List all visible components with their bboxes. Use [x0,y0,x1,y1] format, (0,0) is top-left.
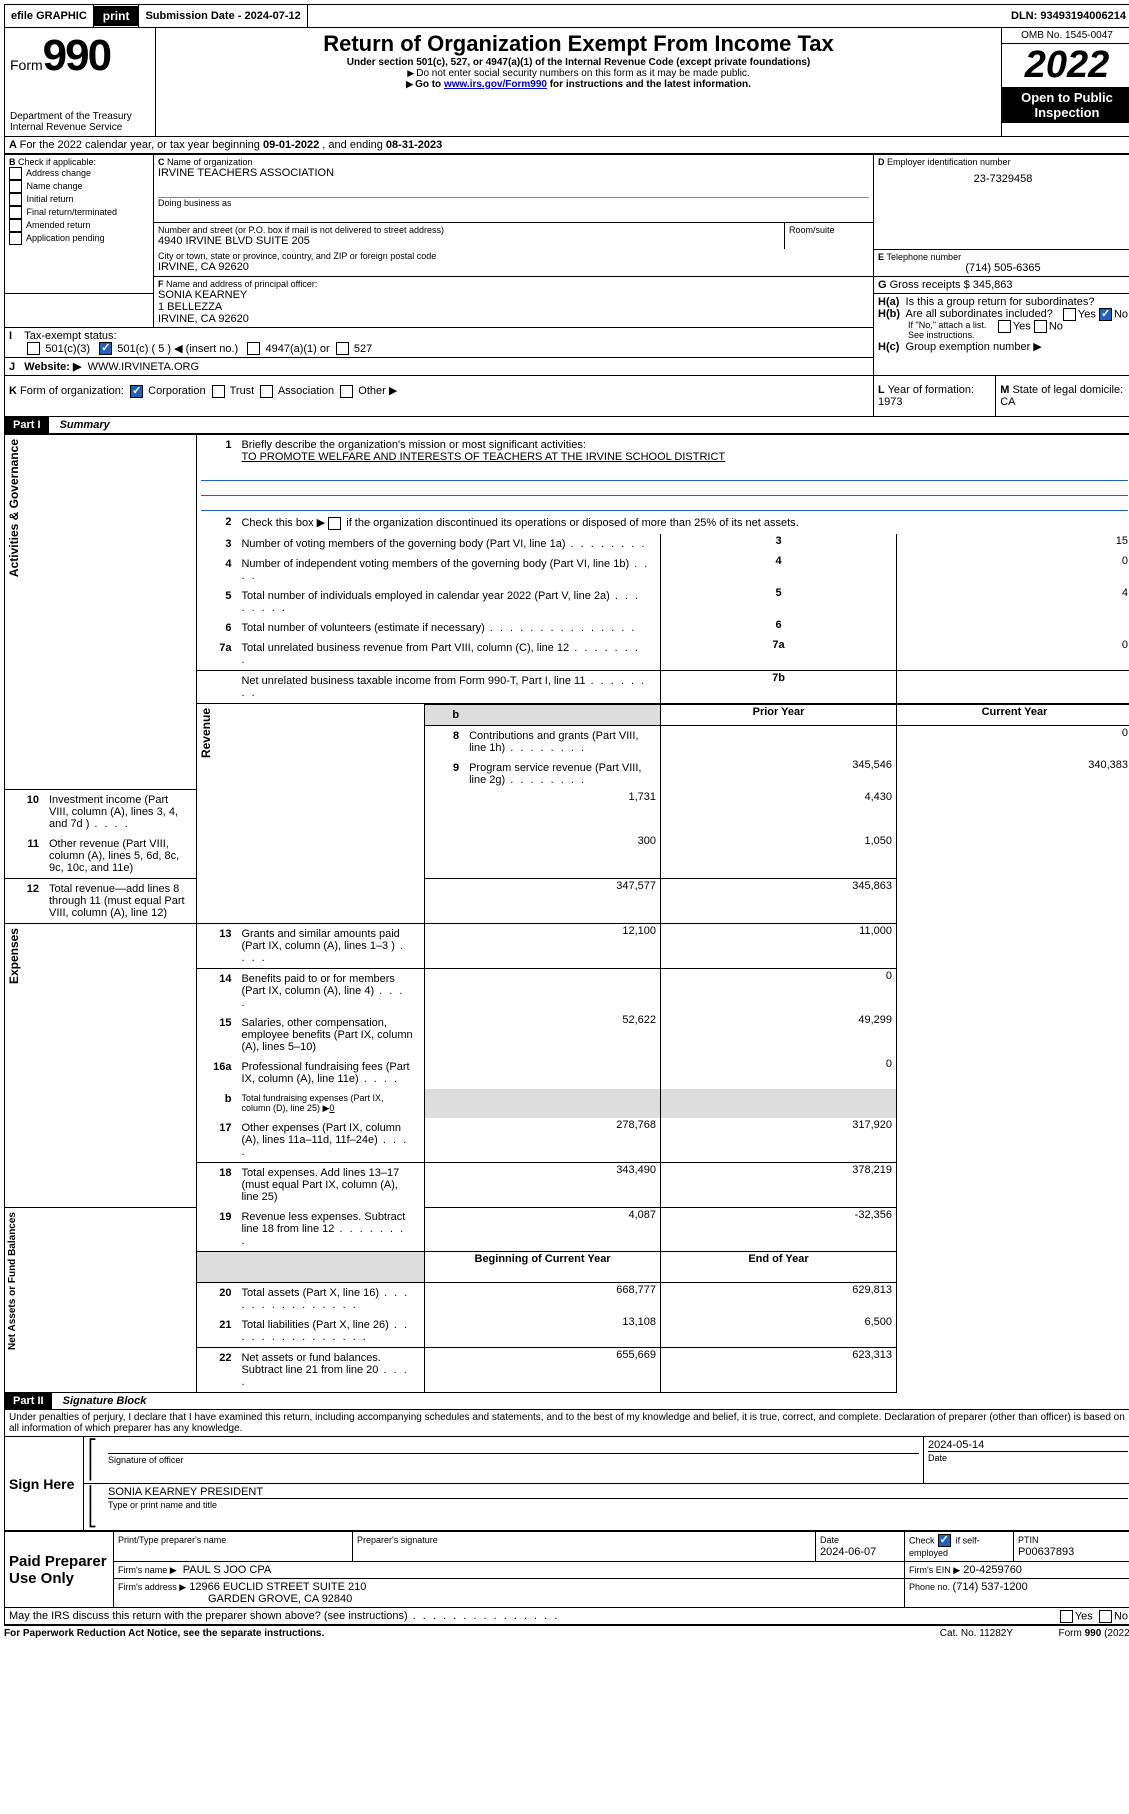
tax-year: 2022 [1025,44,1110,86]
form-title: Return of Organization Exempt From Incom… [161,31,996,57]
penalty-text: Under penalties of perjury, I declare th… [4,1410,1129,1436]
top-bar: efile GRAPHIC print Submission Date - 20… [4,4,1129,28]
info-block: B Check if applicable: Address change Na… [4,154,1129,417]
ha-no-checkbox [1099,308,1112,321]
org-name: IRVINE TEACHERS ASSOCIATION [158,167,869,179]
501c-checkbox [99,342,112,355]
irs-link[interactable]: www.irs.gov/Form990 [444,79,547,90]
website: WWW.IRVINETA.ORG [88,361,199,373]
subtitle-1: Under section 501(c), 527, or 4947(a)(1)… [161,57,996,68]
org-city: IRVINE, CA 92620 [158,261,869,273]
submission-date: Submission Date - 2024-07-12 [139,5,307,27]
subtitle-2: Do not enter social security numbers on … [161,68,996,79]
sidebar-netassets: Net Assets or Fund Balances [5,1208,20,1354]
print-button[interactable]: print [94,6,139,26]
dln: DLN: 93493194006214 [1005,5,1129,27]
part1-header: Part I [5,417,49,433]
dept-treasury: Department of the Treasury [10,111,150,122]
form-header: Form990 Department of the Treasury Inter… [4,28,1129,137]
discuss-row: May the IRS discuss this return with the… [4,1608,1129,1626]
open-inspection: Open to Public Inspection [1002,87,1129,123]
line-a: A For the 2022 calendar year, or tax yea… [4,137,1129,154]
officer-name: SONIA KEARNEY PRESIDENT [108,1486,1128,1498]
gross-receipts: 345,863 [973,279,1013,291]
part1-table: Activities & Governance 1 Briefly descri… [4,434,1129,1393]
sidebar-governance: Activities & Governance [5,435,23,581]
subtitle-3: Go to www.irs.gov/Form990 for instructio… [161,79,996,90]
sidebar-expenses: Expenses [5,924,23,988]
sidebar-revenue: Revenue [197,704,215,762]
signature-block: Sign Here ⎡⎢ Signature of officer 2024-0… [4,1436,1129,1531]
ein: 23-7329458 [878,167,1128,191]
form-number: Form990 [10,31,150,81]
phone: (714) 505-6365 [878,262,1128,274]
corp-checkbox [130,385,143,398]
omb: OMB No. 1545-0047 [1002,28,1129,44]
footer: For Paperwork Reduction Act Notice, see … [4,1626,1129,1641]
part2-header: Part II [5,1393,52,1409]
mission: TO PROMOTE WELFARE AND INTERESTS OF TEAC… [241,451,725,463]
self-employed-checkbox [938,1534,951,1547]
irs-label: Internal Revenue Service [10,122,150,133]
paid-preparer-block: Paid Preparer Use Only Print/Type prepar… [4,1531,1129,1608]
org-street: 4940 IRVINE BLVD SUITE 205 [158,235,780,247]
efile-label: efile GRAPHIC [5,5,94,27]
